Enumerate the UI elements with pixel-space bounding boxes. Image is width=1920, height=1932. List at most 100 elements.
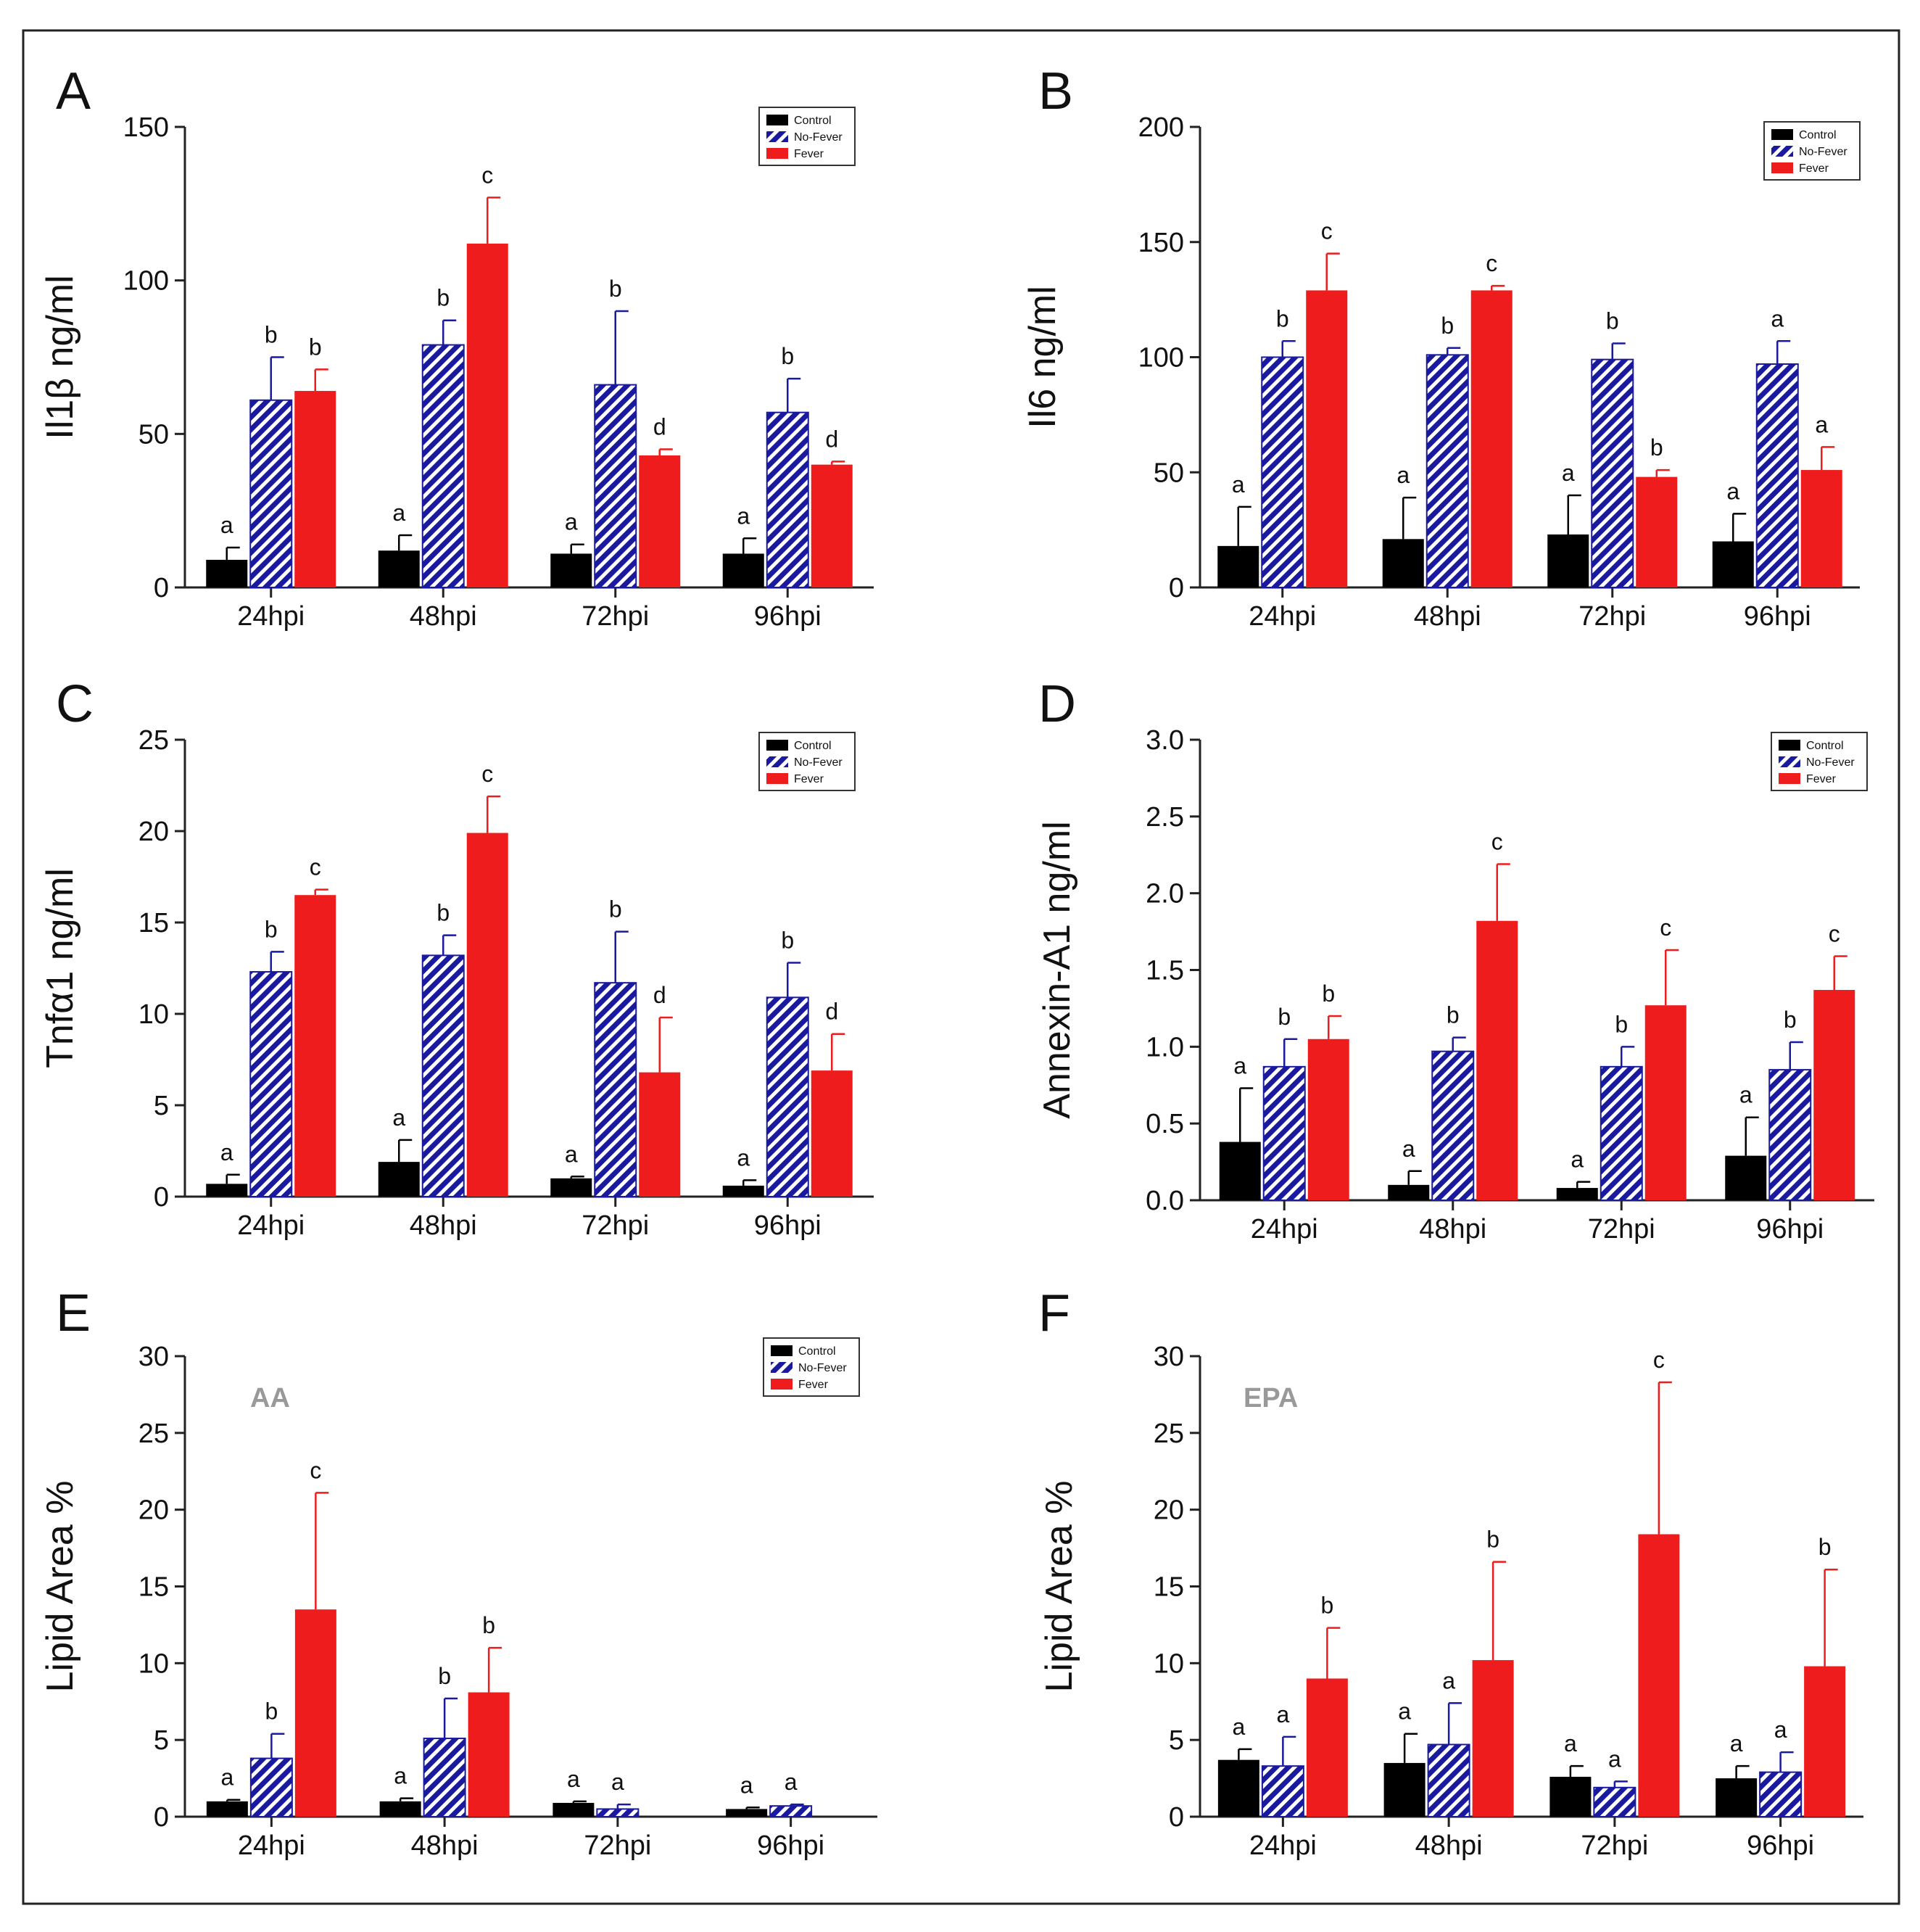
bar xyxy=(1217,545,1259,587)
bar xyxy=(294,1609,336,1817)
bar xyxy=(1472,1660,1514,1817)
bar xyxy=(594,982,637,1198)
legend: Control No-Fever Fever xyxy=(758,732,856,791)
bar xyxy=(1470,290,1513,587)
x-tick-label: 24hpi xyxy=(1249,1830,1317,1861)
significance-letter: b xyxy=(1447,1002,1460,1028)
bar xyxy=(466,833,508,1197)
significance-letter: b xyxy=(265,322,278,348)
bar xyxy=(378,550,420,587)
panel-letter: C xyxy=(56,675,94,733)
x-tick-label: 72hpi xyxy=(584,1830,651,1861)
bar xyxy=(1219,1142,1261,1200)
significance-letter: a xyxy=(565,509,578,535)
bar xyxy=(1306,1678,1348,1817)
bar xyxy=(294,895,336,1197)
x-tick-label: 72hpi xyxy=(582,1210,649,1241)
bar xyxy=(722,1185,764,1197)
y-tick-label: 50 xyxy=(1154,458,1184,488)
y-tick-label: 20 xyxy=(1154,1495,1184,1526)
y-tick-label: 3.0 xyxy=(1146,725,1184,756)
y-tick-label: 0 xyxy=(154,1182,169,1213)
bar xyxy=(1759,1771,1803,1818)
bar xyxy=(1261,1765,1304,1817)
bar xyxy=(1716,1778,1758,1817)
x-tick-label: 96hpi xyxy=(757,1830,824,1861)
bar xyxy=(1636,476,1678,587)
legend-label: Fever xyxy=(794,773,824,785)
significance-letter: a xyxy=(1402,1136,1415,1162)
x-tick-label: 24hpi xyxy=(1251,1214,1318,1244)
significance-letter: b xyxy=(1441,313,1454,339)
bar xyxy=(1217,1759,1259,1817)
bar xyxy=(811,1070,853,1197)
bar xyxy=(1261,356,1304,588)
y-tick-label: 0 xyxy=(154,1802,169,1833)
legend-label: No-Fever xyxy=(794,756,843,769)
bar xyxy=(206,1184,248,1197)
significance-letter: c xyxy=(1491,828,1503,854)
legend-swatch xyxy=(771,1345,793,1356)
bar xyxy=(423,1738,466,1818)
significance-letter: a xyxy=(1233,1052,1246,1078)
bar xyxy=(594,384,637,588)
significance-letter: a xyxy=(785,1769,798,1795)
x-tick-label: 48hpi xyxy=(410,601,477,632)
bar xyxy=(1425,354,1469,588)
x-tick-label: 96hpi xyxy=(1747,1830,1814,1861)
x-tick-label: 48hpi xyxy=(1419,1214,1486,1244)
bar xyxy=(1638,1534,1680,1817)
significance-letter: b xyxy=(1784,1007,1797,1033)
y-tick-label: 100 xyxy=(1138,343,1184,373)
y-tick-label: 15 xyxy=(138,1572,169,1603)
y-tick-label: 30 xyxy=(1154,1342,1184,1372)
bar xyxy=(1755,363,1799,588)
y-tick-label: 2.5 xyxy=(1146,802,1184,833)
inset-label: EPA xyxy=(1244,1383,1298,1413)
legend-swatch xyxy=(766,740,788,751)
bar xyxy=(378,1162,420,1197)
bar xyxy=(249,971,293,1198)
legend-label: No-Fever xyxy=(794,131,843,144)
bar xyxy=(769,1805,813,1818)
bar xyxy=(379,1801,421,1817)
significance-letter: b xyxy=(1276,305,1289,331)
significance-letter: a xyxy=(1774,1717,1787,1743)
bar xyxy=(811,464,853,587)
y-tick-label: 15 xyxy=(1154,1572,1184,1603)
legend-label: Control xyxy=(1799,129,1837,141)
y-tick-label: 0 xyxy=(154,573,169,603)
bar xyxy=(1427,1743,1470,1817)
bar xyxy=(639,455,681,587)
legend-swatch xyxy=(1779,773,1800,784)
y-axis-label: Il1β ng/ml xyxy=(39,275,81,439)
panel-letter: B xyxy=(1038,62,1073,120)
legend-swatch xyxy=(771,1362,793,1373)
y-tick-label: 10 xyxy=(138,1648,169,1679)
significance-letter: b xyxy=(436,285,450,311)
significance-letter: a xyxy=(1739,1082,1753,1108)
y-tick-label: 0.5 xyxy=(1146,1109,1184,1139)
significance-letter: b xyxy=(1278,1004,1291,1030)
legend-swatch xyxy=(1771,162,1793,173)
y-tick-label: 200 xyxy=(1138,112,1184,143)
x-tick-label: 72hpi xyxy=(1588,1214,1655,1244)
significance-letter: d xyxy=(653,982,666,1008)
significance-letter: a xyxy=(740,1772,753,1798)
bar xyxy=(1262,1065,1306,1201)
y-tick-label: 30 xyxy=(138,1342,169,1372)
x-tick-label: 48hpi xyxy=(411,1830,479,1861)
y-tick-label: 20 xyxy=(138,1495,169,1526)
bar xyxy=(1431,1050,1475,1202)
y-tick-label: 10 xyxy=(138,999,169,1030)
x-tick-label: 24hpi xyxy=(1249,601,1316,632)
bar xyxy=(1712,541,1754,587)
significance-letter: d xyxy=(825,426,838,452)
significance-letter: a xyxy=(394,1763,407,1789)
legend-swatch xyxy=(1779,740,1800,751)
significance-letter: b xyxy=(781,343,794,369)
bar xyxy=(249,1757,293,1817)
bar xyxy=(766,996,809,1197)
legend-swatch xyxy=(1771,146,1793,157)
significance-letter: b xyxy=(309,334,322,360)
